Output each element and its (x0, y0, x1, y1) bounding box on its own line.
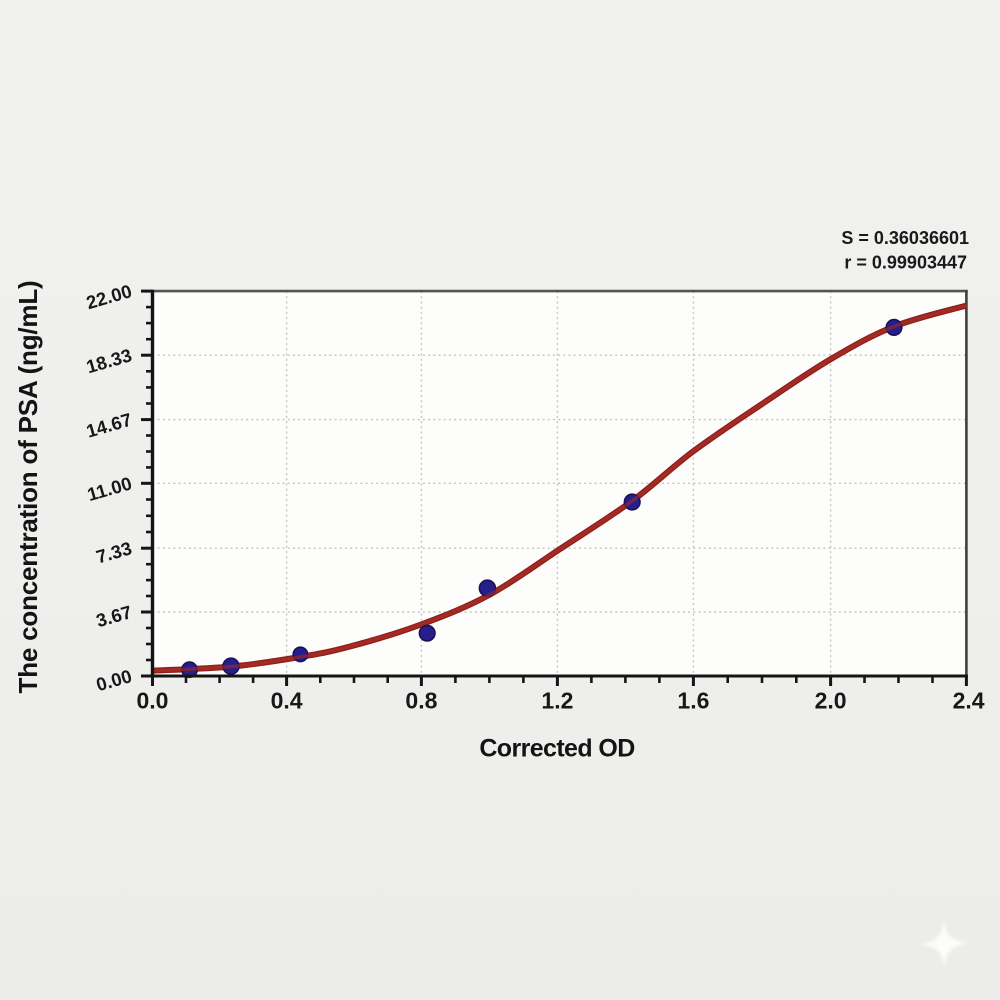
svg-text:2.4: 2.4 (953, 688, 985, 714)
svg-text:0.00: 0.00 (94, 665, 134, 695)
svg-text:0.4: 0.4 (271, 688, 303, 714)
svg-text:S = 0.36036601: S = 0.36036601 (841, 228, 969, 248)
svg-text:22.00: 22.00 (84, 280, 134, 313)
svg-text:7.33: 7.33 (94, 537, 134, 567)
svg-text:0.8: 0.8 (405, 688, 437, 714)
svg-text:Corrected OD: Corrected OD (479, 735, 634, 763)
svg-text:1.2: 1.2 (541, 688, 573, 714)
svg-text:14.67: 14.67 (84, 409, 134, 442)
svg-text:1.6: 1.6 (677, 688, 709, 714)
svg-text:r = 0.99903447: r = 0.99903447 (844, 253, 967, 273)
svg-text:2.0: 2.0 (815, 688, 847, 714)
svg-text:18.33: 18.33 (84, 344, 134, 377)
svg-text:3.67: 3.67 (94, 601, 134, 631)
svg-text:11.00: 11.00 (85, 472, 134, 505)
svg-text:The concentration of PSA (ng/m: The concentration of PSA (ng/mL) (13, 281, 43, 694)
svg-text:0.0: 0.0 (137, 688, 169, 714)
